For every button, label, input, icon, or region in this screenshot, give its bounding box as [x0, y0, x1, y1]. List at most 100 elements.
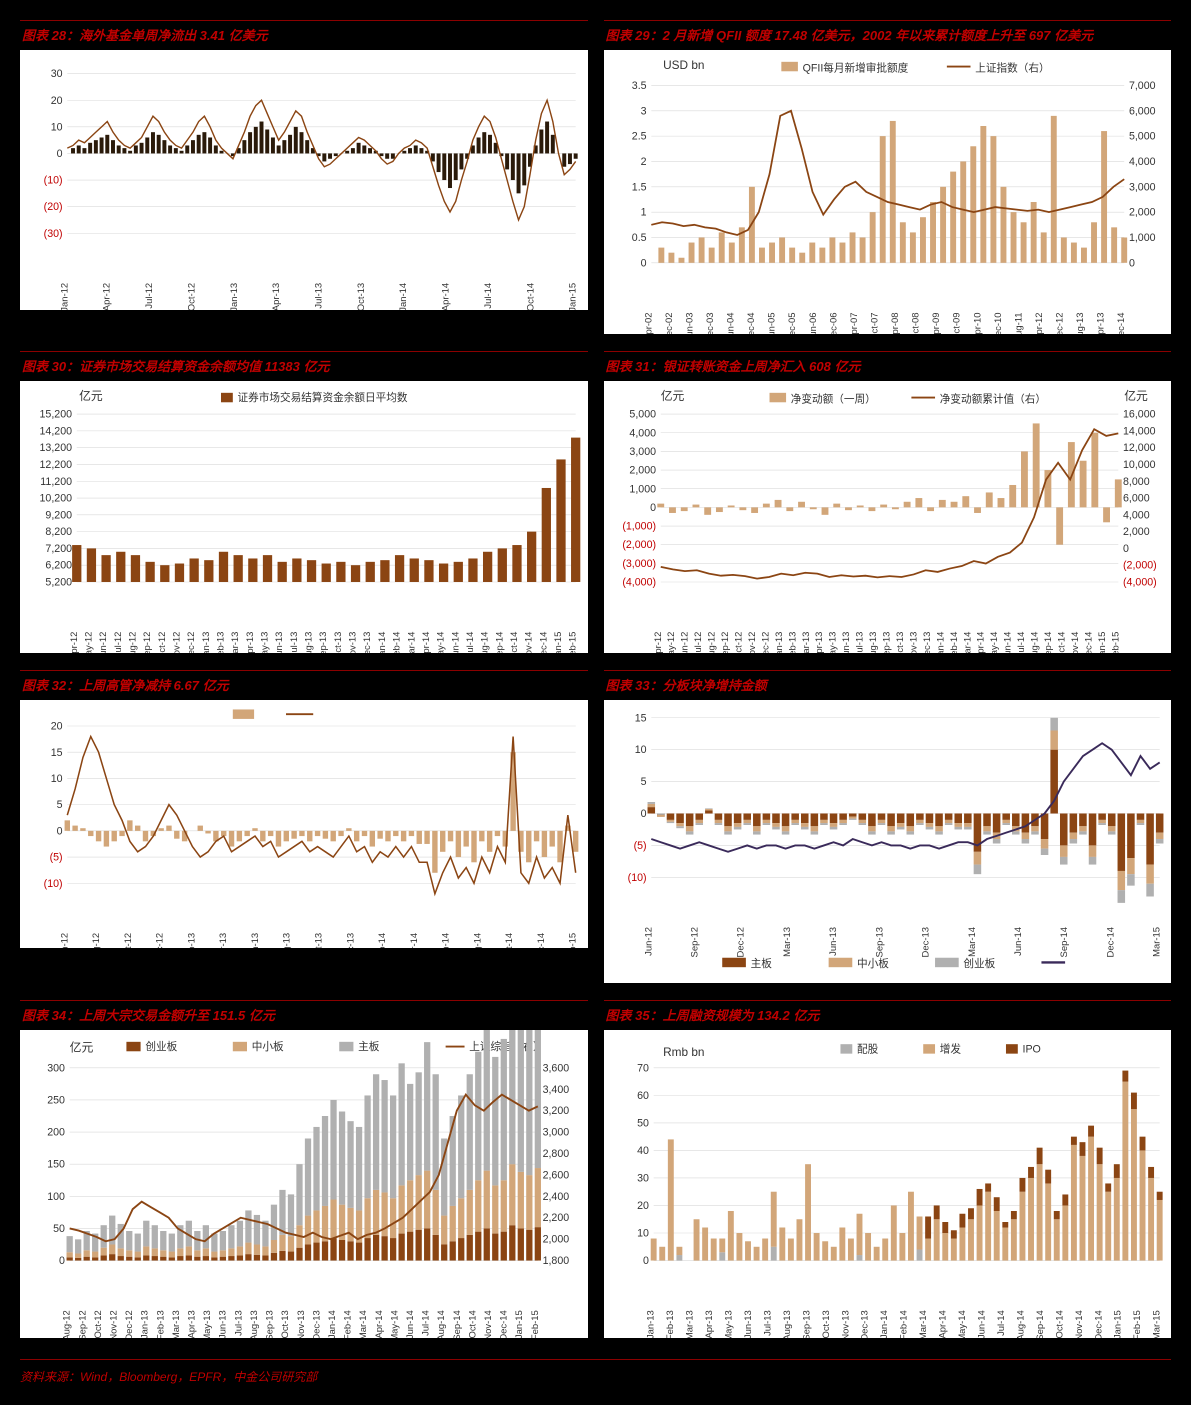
svg-text:Mar-13: Mar-13	[171, 1311, 182, 1338]
svg-text:QFII每月新增审批额度: QFII每月新增审批额度	[802, 61, 908, 74]
svg-text:3.5: 3.5	[631, 80, 646, 92]
svg-text:Aug-14: Aug-14	[1029, 631, 1040, 652]
svg-text:Mar-15: Mar-15	[1151, 927, 1162, 957]
svg-text:中小板: 中小板	[857, 957, 889, 970]
svg-text:4,000: 4,000	[1123, 509, 1150, 521]
svg-text:Oct-13: Oct-13	[356, 283, 367, 310]
svg-text:Jun-12: Jun-12	[98, 631, 109, 652]
svg-text:(4,000): (4,000)	[1123, 576, 1157, 588]
svg-text:Aug-12: Aug-12	[706, 631, 717, 652]
svg-text:30: 30	[51, 68, 63, 80]
svg-text:Dec-13: Dec-13	[920, 927, 931, 957]
svg-text:15: 15	[634, 712, 646, 724]
svg-text:Nov-14: Nov-14	[1069, 631, 1080, 652]
svg-text:Feb-14: Feb-14	[377, 933, 388, 948]
svg-text:Jun-14: Jun-14	[976, 1311, 987, 1338]
svg-text:(10): (10)	[627, 872, 646, 884]
svg-text:Apr-13: Apr-13	[271, 283, 282, 310]
chart-33-cell: 图表 33：分板块净增持金额 151050(5)(10)Jun-12Sep-12…	[604, 670, 1172, 989]
chart-31-title: 图表 31：银证转账资金上周净汇入 608 亿元	[604, 352, 1172, 381]
svg-text:Nov-14: Nov-14	[524, 631, 535, 652]
svg-text:10: 10	[634, 744, 646, 756]
svg-text:0: 0	[57, 825, 63, 837]
svg-text:6,000: 6,000	[1123, 492, 1150, 504]
svg-text:9,200: 9,200	[45, 509, 72, 521]
svg-text:(5): (5)	[50, 851, 63, 863]
svg-text:Jun-05: Jun-05	[766, 312, 777, 333]
svg-text:Nov-13: Nov-13	[296, 1311, 307, 1338]
svg-text:Aug-14: Aug-14	[436, 1311, 447, 1338]
svg-text:Feb-15: Feb-15	[568, 933, 579, 948]
svg-text:14,000: 14,000	[1123, 425, 1156, 437]
svg-text:3,600: 3,600	[543, 1063, 570, 1075]
svg-text:Sep-12: Sep-12	[689, 927, 700, 957]
svg-text:11,200: 11,200	[40, 476, 72, 488]
svg-text:Sep-12: Sep-12	[77, 1311, 88, 1338]
chart-34-title: 图表 34：上周大宗交易金额升至 151.5 亿元	[20, 1001, 588, 1030]
svg-text:Jul-14: Jul-14	[483, 283, 494, 309]
svg-text:Apr-12: Apr-12	[652, 631, 663, 652]
svg-text:(10): (10)	[44, 175, 63, 187]
svg-text:Dec-04: Dec-04	[746, 312, 757, 333]
chart-29-title: 图表 29：2 月新增 QFII 额度 17.48 亿美元，2002 年以来累计…	[604, 21, 1172, 50]
source-line: 资料来源：Wind，Bloomberg，EPFR，中金公司研究部	[20, 1359, 1171, 1385]
svg-text:Jun-12: Jun-12	[679, 631, 690, 652]
svg-text:Feb-13: Feb-13	[186, 933, 197, 948]
svg-text:Mar-14: Mar-14	[966, 927, 977, 957]
svg-text:Aug-12: Aug-12	[91, 933, 102, 948]
svg-text:Dec-14: Dec-14	[1083, 631, 1094, 652]
unit-label: 亿元	[70, 1041, 94, 1055]
svg-text:Oct-09: Oct-09	[951, 312, 962, 333]
svg-text:Sep-13: Sep-13	[881, 631, 892, 652]
svg-text:创业板: 创业板	[145, 1041, 177, 1054]
svg-text:Jan-14: Jan-14	[327, 1311, 338, 1338]
svg-text:Dec-14: Dec-14	[1116, 312, 1127, 333]
svg-text:(4,000): (4,000)	[622, 576, 656, 588]
svg-text:Feb-14: Feb-14	[898, 1311, 909, 1338]
svg-text:8,200: 8,200	[45, 526, 72, 538]
svg-text:Dec-14: Dec-14	[536, 933, 547, 948]
svg-text:Jun-14: Jun-14	[450, 631, 461, 652]
svg-text:Dec-02: Dec-02	[663, 312, 674, 333]
svg-text:(5): (5)	[633, 840, 646, 852]
svg-text:20: 20	[51, 720, 63, 732]
svg-text:Nov-12: Nov-12	[746, 631, 757, 652]
svg-text:Apr-02: Apr-02	[643, 312, 654, 333]
svg-text:Oct-14: Oct-14	[467, 1311, 478, 1338]
svg-text:1.5: 1.5	[631, 181, 646, 193]
svg-text:Jan-15: Jan-15	[553, 631, 564, 652]
chart-29: USD bn QFII每月新增审批额度上证指数（右） 00.511.522.53…	[604, 50, 1172, 334]
svg-text:Jan-15: Jan-15	[1096, 631, 1107, 652]
chart-35: Rmb bn 配股增发IPO 010203040506070Jan-13Feb-…	[604, 1030, 1172, 1337]
svg-text:Apr-13: Apr-13	[218, 933, 229, 948]
svg-text:增发: 增发	[939, 1043, 961, 1056]
svg-text:Jan-13: Jan-13	[229, 283, 240, 310]
svg-text:Jun-14: Jun-14	[441, 933, 452, 948]
svg-text:16,000: 16,000	[1123, 408, 1156, 420]
svg-text:Oct-12: Oct-12	[93, 1311, 104, 1338]
svg-text:Jun-13: Jun-13	[218, 1311, 229, 1338]
svg-text:250: 250	[47, 1095, 65, 1107]
svg-text:(10): (10)	[44, 877, 63, 889]
svg-text:Aug-14: Aug-14	[472, 933, 483, 948]
svg-text:Feb-13: Feb-13	[215, 631, 226, 652]
svg-text:Oct-07: Oct-07	[869, 312, 880, 333]
svg-text:(30): (30)	[44, 228, 63, 240]
svg-text:Apr-13: Apr-13	[1095, 312, 1106, 333]
svg-text:Jan-14: Jan-14	[398, 283, 409, 310]
svg-text:Jul-13: Jul-13	[313, 283, 324, 309]
chart-32: 20151050(5)(10)Jun-12Aug-12Oct-12Dec-12F…	[20, 700, 588, 948]
unit-label: USD bn	[663, 58, 704, 72]
svg-text:2.5: 2.5	[631, 131, 646, 143]
svg-text:2,600: 2,600	[543, 1170, 570, 1182]
svg-text:Jan-13: Jan-13	[201, 631, 212, 652]
svg-text:70: 70	[637, 1063, 649, 1075]
svg-text:Apr-14: Apr-14	[441, 283, 452, 310]
svg-text:May-13: May-13	[723, 1311, 734, 1338]
svg-text:Apr-09: Apr-09	[931, 312, 942, 333]
svg-text:20: 20	[51, 95, 63, 107]
svg-text:净变动额累计值（右）: 净变动额累计值（右）	[939, 392, 1045, 405]
svg-text:Apr-14: Apr-14	[374, 1311, 385, 1338]
svg-text:12,000: 12,000	[1123, 442, 1156, 454]
svg-text:3: 3	[640, 105, 646, 117]
